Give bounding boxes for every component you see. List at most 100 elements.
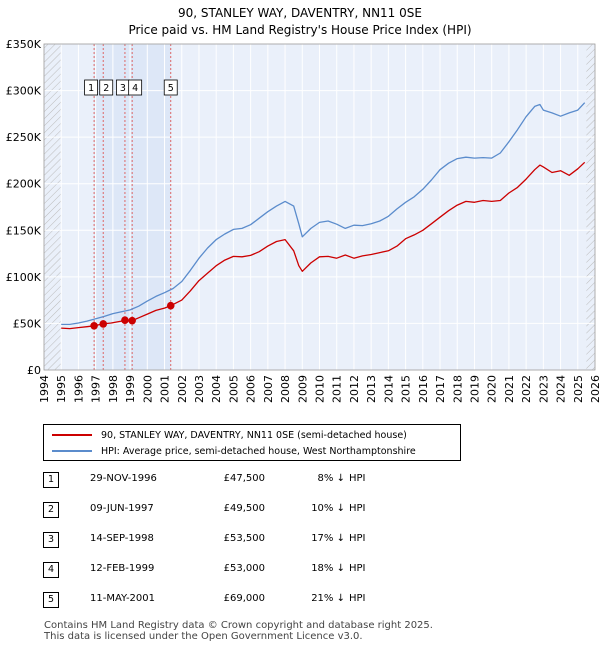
x-tick-label: 2015 (400, 375, 413, 403)
legend-swatch-property (52, 434, 92, 436)
x-tick-label: 2007 (262, 375, 275, 403)
sale-price: £69,000 (223, 593, 265, 604)
y-tick-label: £300K (6, 85, 42, 98)
x-tick-label: 1999 (124, 375, 137, 403)
x-tick-label: 2020 (486, 375, 499, 403)
y-tick-label: £250K (6, 131, 42, 144)
y-tick-label: £100K (6, 271, 42, 284)
sale-hpi-pct: 21% (311, 593, 334, 604)
plot-frame (43, 43, 596, 371)
x-tick-label: 2002 (176, 375, 189, 403)
footer-licence: This data is licensed under the Open Gov… (44, 631, 363, 642)
no-data-hatch-end (586, 44, 595, 370)
x-tick-label: 2012 (348, 375, 361, 403)
sale-point (128, 316, 136, 325)
x-tick-label: 2013 (365, 375, 378, 403)
sale-point (90, 321, 98, 330)
sale-date: 14-SEP-1998 (90, 533, 154, 544)
x-tick-label: 2004 (210, 375, 223, 403)
sale-row: 3 14-SEP-1998 £53,500 17% ↓ HPI (43, 532, 583, 548)
sale-date: 12-FEB-1999 (90, 563, 155, 574)
sale-number-badge: 1 (43, 472, 59, 488)
x-tick-label: 2005 (227, 375, 240, 403)
sale-hpi-pct: 8% (317, 473, 334, 484)
sale-price: £53,500 (223, 533, 265, 544)
sale-hpi-pct: 17% (311, 533, 334, 544)
sale-label-box (84, 79, 99, 96)
x-tick-label: 2003 (193, 375, 206, 403)
footer-notice: Contains HM Land Registry data © Crown c… (44, 620, 433, 642)
sale-label-box (128, 79, 143, 96)
y-tick-label: £350K (6, 38, 42, 51)
sale-hpi-label: HPI (349, 533, 366, 544)
sale-price: £53,000 (223, 563, 265, 574)
x-tick-label: 2009 (296, 375, 309, 403)
chart-subtitle: Price paid vs. HM Land Registry's House … (128, 23, 472, 37)
sale-hpi-label: HPI (349, 473, 366, 484)
legend-label-property: 90, STANLEY WAY, DAVENTRY, NN11 0SE (sem… (101, 429, 407, 441)
sale-row: 1 29-NOV-1996 £47,500 8% ↓ HPI (43, 472, 583, 488)
sale-hpi-diff: 10% ↓ (293, 503, 345, 514)
sale-date: 09-JUN-1997 (90, 503, 154, 514)
property-price-line (61, 161, 586, 330)
y-tick-label: £0 (27, 364, 41, 377)
legend-label-hpi: HPI: Average price, semi-detached house,… (101, 445, 416, 457)
price-chart: £0 £50K £100K £150K £200K £250K £300K £350K 1994… (6, 38, 600, 403)
sale-hpi-pct: 10% (311, 503, 334, 514)
sale-hpi-diff: 21% ↓ (293, 593, 345, 604)
sale-label-number: 4 (132, 83, 138, 94)
sale-date: 11-MAY-2001 (90, 593, 156, 604)
x-tick-label: 2010 (314, 375, 327, 403)
x-tick-label: 2018 (451, 375, 464, 403)
sale-row: 4 12-FEB-1999 £53,000 18% ↓ HPI (43, 562, 583, 578)
sale-label-box (163, 79, 178, 96)
sale-date: 29-NOV-1996 (90, 473, 157, 484)
sale-point (99, 320, 108, 328)
x-tick-label: 2001 (159, 375, 172, 403)
down-arrow-icon: ↓ (336, 533, 345, 544)
sale-label-number: 1 (88, 83, 94, 94)
sale-row: 2 09-JUN-1997 £49,500 10% ↓ HPI (43, 502, 583, 518)
sale-hpi-diff: 17% ↓ (293, 533, 345, 544)
x-tick-label: 2000 (141, 375, 154, 403)
sale-label-box (99, 79, 114, 96)
x-tick-label: 2024 (555, 375, 568, 403)
x-tick-label: 2022 (520, 375, 533, 403)
sale-hpi-pct: 18% (311, 563, 334, 574)
sale-number-badge: 2 (43, 502, 59, 518)
sale-price: £47,500 (223, 473, 265, 484)
x-tick-label: 1997 (90, 375, 103, 403)
y-tick-label: £200K (6, 178, 42, 191)
chart-title: 90, STANLEY WAY, DAVENTRY, NN11 0SE (178, 6, 422, 20)
x-tick-label: 2021 (503, 375, 516, 403)
down-arrow-icon: ↓ (336, 563, 345, 574)
x-tick-label: 1998 (107, 375, 120, 403)
sale-label-number: 2 (103, 83, 109, 94)
y-tick-label: £150K (6, 224, 42, 237)
no-data-hatch-start (44, 44, 62, 370)
sale-label-number: 3 (120, 83, 126, 94)
down-arrow-icon: ↓ (336, 473, 345, 484)
x-tick-label: 2017 (434, 375, 447, 403)
x-tick-label: 2011 (331, 375, 344, 403)
hpi-line (61, 102, 586, 326)
x-tick-label: 2025 (572, 375, 585, 403)
sale-point (121, 316, 129, 324)
sale-price: £49,500 (223, 503, 265, 514)
x-tick-label: 2026 (589, 375, 600, 403)
legend-entry-property: 90, STANLEY WAY, DAVENTRY, NN11 0SE (sem… (52, 428, 407, 442)
down-arrow-icon: ↓ (336, 593, 345, 604)
sale-hpi-diff: 8% ↓ (293, 473, 345, 484)
sale-number-badge: 5 (43, 592, 59, 608)
sale-hpi-label: HPI (349, 593, 366, 604)
sale-number-badge: 4 (43, 562, 59, 578)
sale-label-number: 5 (168, 83, 174, 94)
legend-swatch-hpi (52, 450, 92, 452)
x-tick-label: 1995 (55, 375, 68, 403)
x-tick-label: 1996 (72, 375, 85, 403)
x-tick-label: 2019 (468, 375, 481, 403)
sale-number-badge: 3 (43, 532, 59, 548)
chart-legend: 90, STANLEY WAY, DAVENTRY, NN11 0SE (sem… (43, 424, 461, 461)
sale-hpi-diff: 18% ↓ (293, 563, 345, 574)
x-tick-label: 2006 (245, 375, 258, 403)
